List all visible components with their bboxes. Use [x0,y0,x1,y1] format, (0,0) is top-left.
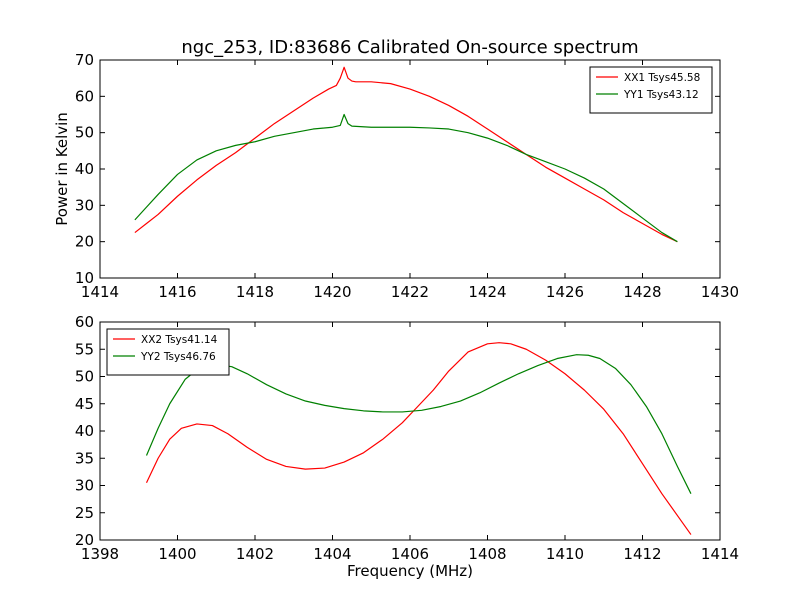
series-line-1 [145,342,692,535]
x-tick-label: 1420 [313,283,351,301]
x-tick-label: 1428 [623,283,661,301]
chart-2: 1398 1400 1402 1404 1406 1408 1410 1412 1414 20 25… [75,313,739,580]
series-line-2 [134,113,678,243]
x-tick-label: 1430 [701,283,739,301]
legend: XX2 Tsys41.14 YY2 Tsys46.76 [106,328,230,376]
plot-panels: 1414 1416 1418 1420 1422 1424 1426 1428 1430 10 20… [53,51,739,580]
x-tick-label: 1424 [468,283,506,301]
x-tick-label: 1406 [391,545,429,563]
y-tick-label: 30 [75,196,94,214]
y-tick-label: 20 [75,531,94,549]
y-tick-label: 60 [75,87,94,105]
figure-title: ngc_253, ID:83686 Calibrated On-source s… [181,37,638,58]
y-tick-label: 25 [75,504,94,522]
y-tick-label: 30 [75,477,94,495]
x-tick-label: 1416 [158,283,196,301]
x-tick-label: 1400 [158,545,196,563]
y-tick-label: 10 [75,269,94,287]
x-tick-label: 1414 [701,545,739,563]
x-tick-label: 1398 [81,545,119,563]
chart-1: 1414 1416 1418 1420 1422 1424 1426 1428 1430 10 20… [53,51,739,301]
legend-label: XX2 Tsys41.14 [141,334,218,346]
y-axis-label: Power in Kelvin [53,112,71,226]
y-tick-label: 50 [75,368,94,386]
x-tick-label: 1402 [236,545,274,563]
y-tick-label: 50 [75,124,94,142]
legend-label: YY1 Tsys43.12 [623,89,699,101]
y-tick-label: 45 [75,395,94,413]
x-tick-label: 1404 [313,545,351,563]
y-tick-label: 40 [75,160,94,178]
legend-box [106,328,230,376]
series-line-1 [134,66,678,243]
legend-box [589,66,713,114]
legend: XX1 Tsys45.58 YY1 Tsys43.12 [589,66,713,114]
x-tick-label: 1422 [391,283,429,301]
x-tick-label: 1412 [623,545,661,563]
y-tick-label: 70 [75,51,94,69]
y-tick-label: 40 [75,422,94,440]
x-tick-label: 1418 [236,283,274,301]
y-tick-label: 35 [75,449,94,467]
x-axis-label: Frequency (MHz) [347,562,473,580]
x-tick-label: 1410 [546,545,584,563]
legend-label: YY2 Tsys46.76 [140,351,216,363]
y-tick-label: 55 [75,340,94,358]
legend-label: XX1 Tsys45.58 [624,72,700,84]
y-tick-label: 20 [75,233,94,251]
y-tick-label: 60 [75,313,94,331]
x-tick-label: 1414 [81,283,119,301]
x-tick-label: 1426 [546,283,584,301]
x-tick-label: 1408 [468,545,506,563]
